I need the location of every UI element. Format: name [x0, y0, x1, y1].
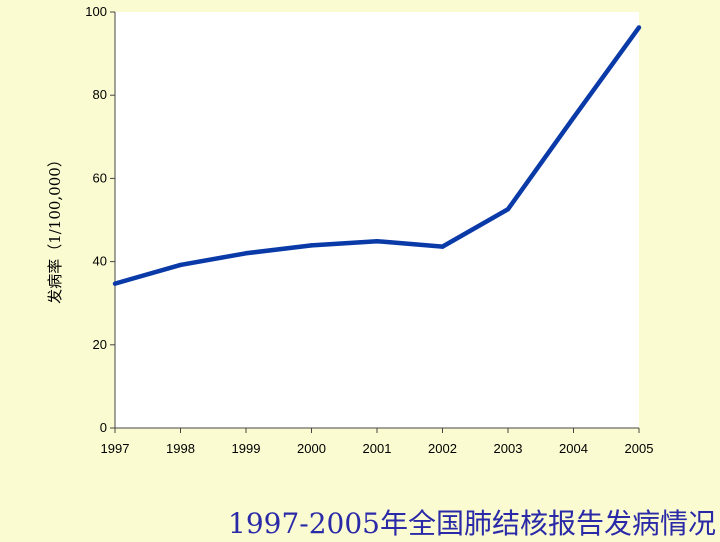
x-tick-label: 1999 [232, 441, 261, 456]
y-tick-label: 20 [93, 337, 107, 352]
y-tick-label: 0 [100, 420, 107, 435]
x-tick-label: 2002 [428, 441, 457, 456]
x-tick-label: 2000 [297, 441, 326, 456]
data-point [505, 206, 511, 212]
y-tick-label: 80 [93, 87, 107, 102]
y-axis-label: 发病率（1/100,000） [46, 152, 64, 304]
x-tick-label: 2004 [559, 441, 588, 456]
data-point [440, 244, 445, 249]
x-tick-label: 2003 [494, 441, 523, 456]
y-tick-label: 100 [85, 4, 107, 19]
caption-title: 1997-2005年全国肺结核报告发病情况 [228, 507, 716, 540]
data-point [309, 243, 314, 248]
y-tick-label: 40 [93, 254, 107, 269]
data-point [178, 262, 183, 268]
data-point [571, 115, 576, 120]
y-tick-label: 60 [93, 170, 107, 185]
data-point [636, 25, 642, 30]
chart: 0 20 40 60 80 100 1997 1998 1999 2000 2001 2002 200… [46, 4, 654, 456]
data-point [112, 281, 118, 286]
x-tick-label: 1997 [101, 441, 130, 456]
x-tick-label: 1998 [166, 441, 195, 456]
x-tick-label: 2005 [625, 441, 654, 456]
x-tick-label: 2001 [363, 441, 392, 456]
line-chart: 0 20 40 60 80 100 1997 1998 1999 2000 2001 2002 200… [46, 4, 654, 456]
data-point [243, 251, 249, 256]
data-point [374, 239, 380, 244]
plot-area [115, 12, 639, 428]
